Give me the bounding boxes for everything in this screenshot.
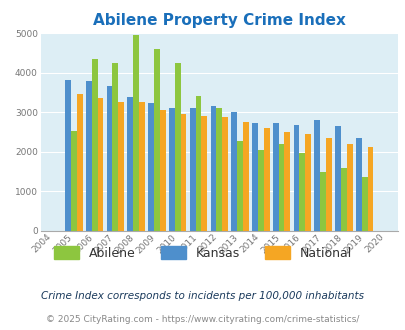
Bar: [107, 86, 112, 231]
Bar: [231, 112, 237, 231]
Bar: [320, 172, 325, 231]
Bar: [355, 138, 361, 231]
Bar: [272, 123, 278, 231]
Bar: [168, 108, 175, 231]
Bar: [257, 150, 263, 231]
Bar: [334, 126, 340, 231]
Bar: [313, 120, 320, 231]
Bar: [92, 59, 97, 231]
Bar: [133, 35, 139, 231]
Bar: [86, 81, 92, 231]
Bar: [77, 94, 82, 231]
Bar: [160, 110, 165, 231]
Bar: [118, 102, 124, 231]
Bar: [148, 104, 153, 231]
Bar: [180, 114, 186, 231]
Bar: [367, 147, 373, 231]
Text: © 2025 CityRating.com - https://www.cityrating.com/crime-statistics/: © 2025 CityRating.com - https://www.city…: [46, 315, 359, 324]
Bar: [278, 144, 284, 231]
Bar: [201, 116, 207, 231]
Bar: [97, 98, 103, 231]
Bar: [346, 144, 352, 231]
Bar: [127, 97, 133, 231]
Bar: [340, 168, 346, 231]
Bar: [175, 63, 180, 231]
Bar: [195, 96, 201, 231]
Bar: [112, 63, 118, 231]
Bar: [71, 131, 77, 231]
Bar: [237, 141, 242, 231]
Bar: [139, 102, 145, 231]
Bar: [284, 132, 290, 231]
Bar: [298, 152, 305, 231]
Bar: [153, 49, 160, 231]
Bar: [252, 123, 257, 231]
Bar: [325, 138, 331, 231]
Bar: [305, 134, 310, 231]
Bar: [242, 122, 248, 231]
Bar: [216, 108, 222, 231]
Legend: Abilene, Kansas, National: Abilene, Kansas, National: [47, 240, 358, 266]
Text: Crime Index corresponds to incidents per 100,000 inhabitants: Crime Index corresponds to incidents per…: [41, 291, 364, 301]
Bar: [210, 106, 216, 231]
Bar: [222, 117, 227, 231]
Bar: [189, 108, 195, 231]
Bar: [65, 80, 71, 231]
Bar: [361, 177, 367, 231]
Title: Abilene Property Crime Index: Abilene Property Crime Index: [93, 13, 345, 28]
Bar: [263, 128, 269, 231]
Bar: [293, 125, 298, 231]
